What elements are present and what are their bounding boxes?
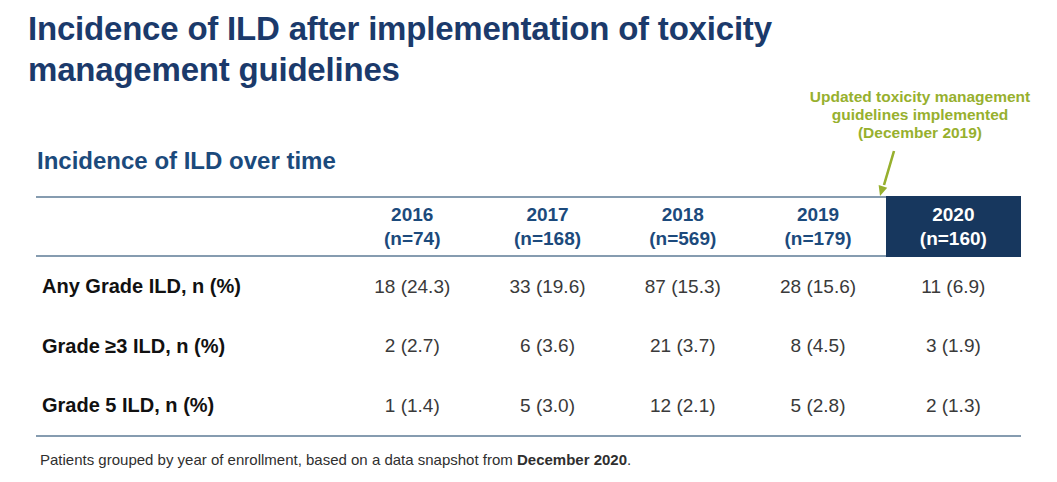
footnote-text: Patients grouped by year of enrollment, … — [40, 451, 517, 468]
table-cell: 21 (3.7) — [615, 316, 750, 376]
column-year: 2019 — [750, 203, 885, 227]
column-n: (n=160) — [886, 227, 1021, 251]
column-n: (n=179) — [750, 227, 885, 251]
column-n: (n=74) — [345, 227, 480, 251]
annotation-arrow-icon — [870, 149, 898, 199]
footnote-period: . — [627, 451, 631, 468]
annotation-line-2: guidelines implemented — [785, 106, 1055, 124]
annotation-line-3: (December 2019) — [785, 124, 1055, 142]
column-year: 2017 — [480, 203, 615, 227]
column-header-2017: 2017 (n=168) — [480, 197, 615, 256]
row-label-header-blank — [36, 197, 345, 256]
section-title: Incidence of ILD over time — [37, 147, 336, 175]
table-cell: 8 (4.5) — [750, 316, 885, 376]
table-cell: 6 (3.6) — [480, 316, 615, 376]
annotation-line-1: Updated toxicity management — [785, 88, 1055, 106]
annotation-updated-guidelines: Updated toxicity management guidelines i… — [785, 88, 1055, 142]
row-label: Grade ≥3 ILD, n (%) — [36, 316, 345, 376]
table-cell: 2 (1.3) — [886, 376, 1021, 436]
table-header-row: 2016 (n=74) 2017 (n=168) 2018 (n=569) 20… — [36, 197, 1021, 256]
column-year: 2016 — [345, 203, 480, 227]
column-header-2020-highlighted: 2020 (n=160) — [886, 197, 1021, 256]
table-cell: 12 (2.1) — [615, 376, 750, 436]
slide-title: Incidence of ILD after implementation of… — [28, 8, 938, 90]
table-cell: 87 (15.3) — [615, 256, 750, 316]
table-row-grade-5-ild: Grade 5 ILD, n (%) 1 (1.4) 5 (3.0) 12 (2… — [36, 376, 1021, 436]
table-cell: 5 (3.0) — [480, 376, 615, 436]
footnote-bold-date: December 2020 — [517, 451, 627, 468]
column-n: (n=569) — [615, 227, 750, 251]
row-label: Any Grade ILD, n (%) — [36, 256, 345, 316]
table-row-any-grade-ild: Any Grade ILD, n (%) 18 (24.3) 33 (19.6)… — [36, 256, 1021, 316]
table-cell: 33 (19.6) — [480, 256, 615, 316]
table-cell: 11 (6.9) — [886, 256, 1021, 316]
column-year: 2020 — [886, 203, 1021, 227]
table-cell: 1 (1.4) — [345, 376, 480, 436]
table-cell: 28 (15.6) — [750, 256, 885, 316]
column-n: (n=168) — [480, 227, 615, 251]
table-cell: 3 (1.9) — [886, 316, 1021, 376]
row-label: Grade 5 ILD, n (%) — [36, 376, 345, 436]
table-row-grade-3-ild: Grade ≥3 ILD, n (%) 2 (2.7) 6 (3.6) 21 (… — [36, 316, 1021, 376]
table-cell: 5 (2.8) — [750, 376, 885, 436]
table-cell: 2 (2.7) — [345, 316, 480, 376]
table-cell: 18 (24.3) — [345, 256, 480, 316]
footnote: Patients grouped by year of enrollment, … — [40, 451, 631, 468]
column-year: 2018 — [615, 203, 750, 227]
column-header-2019: 2019 (n=179) — [750, 197, 885, 256]
column-header-2016: 2016 (n=74) — [345, 197, 480, 256]
column-header-2018: 2018 (n=569) — [615, 197, 750, 256]
ild-incidence-table: 2016 (n=74) 2017 (n=168) 2018 (n=569) 20… — [36, 196, 1021, 437]
